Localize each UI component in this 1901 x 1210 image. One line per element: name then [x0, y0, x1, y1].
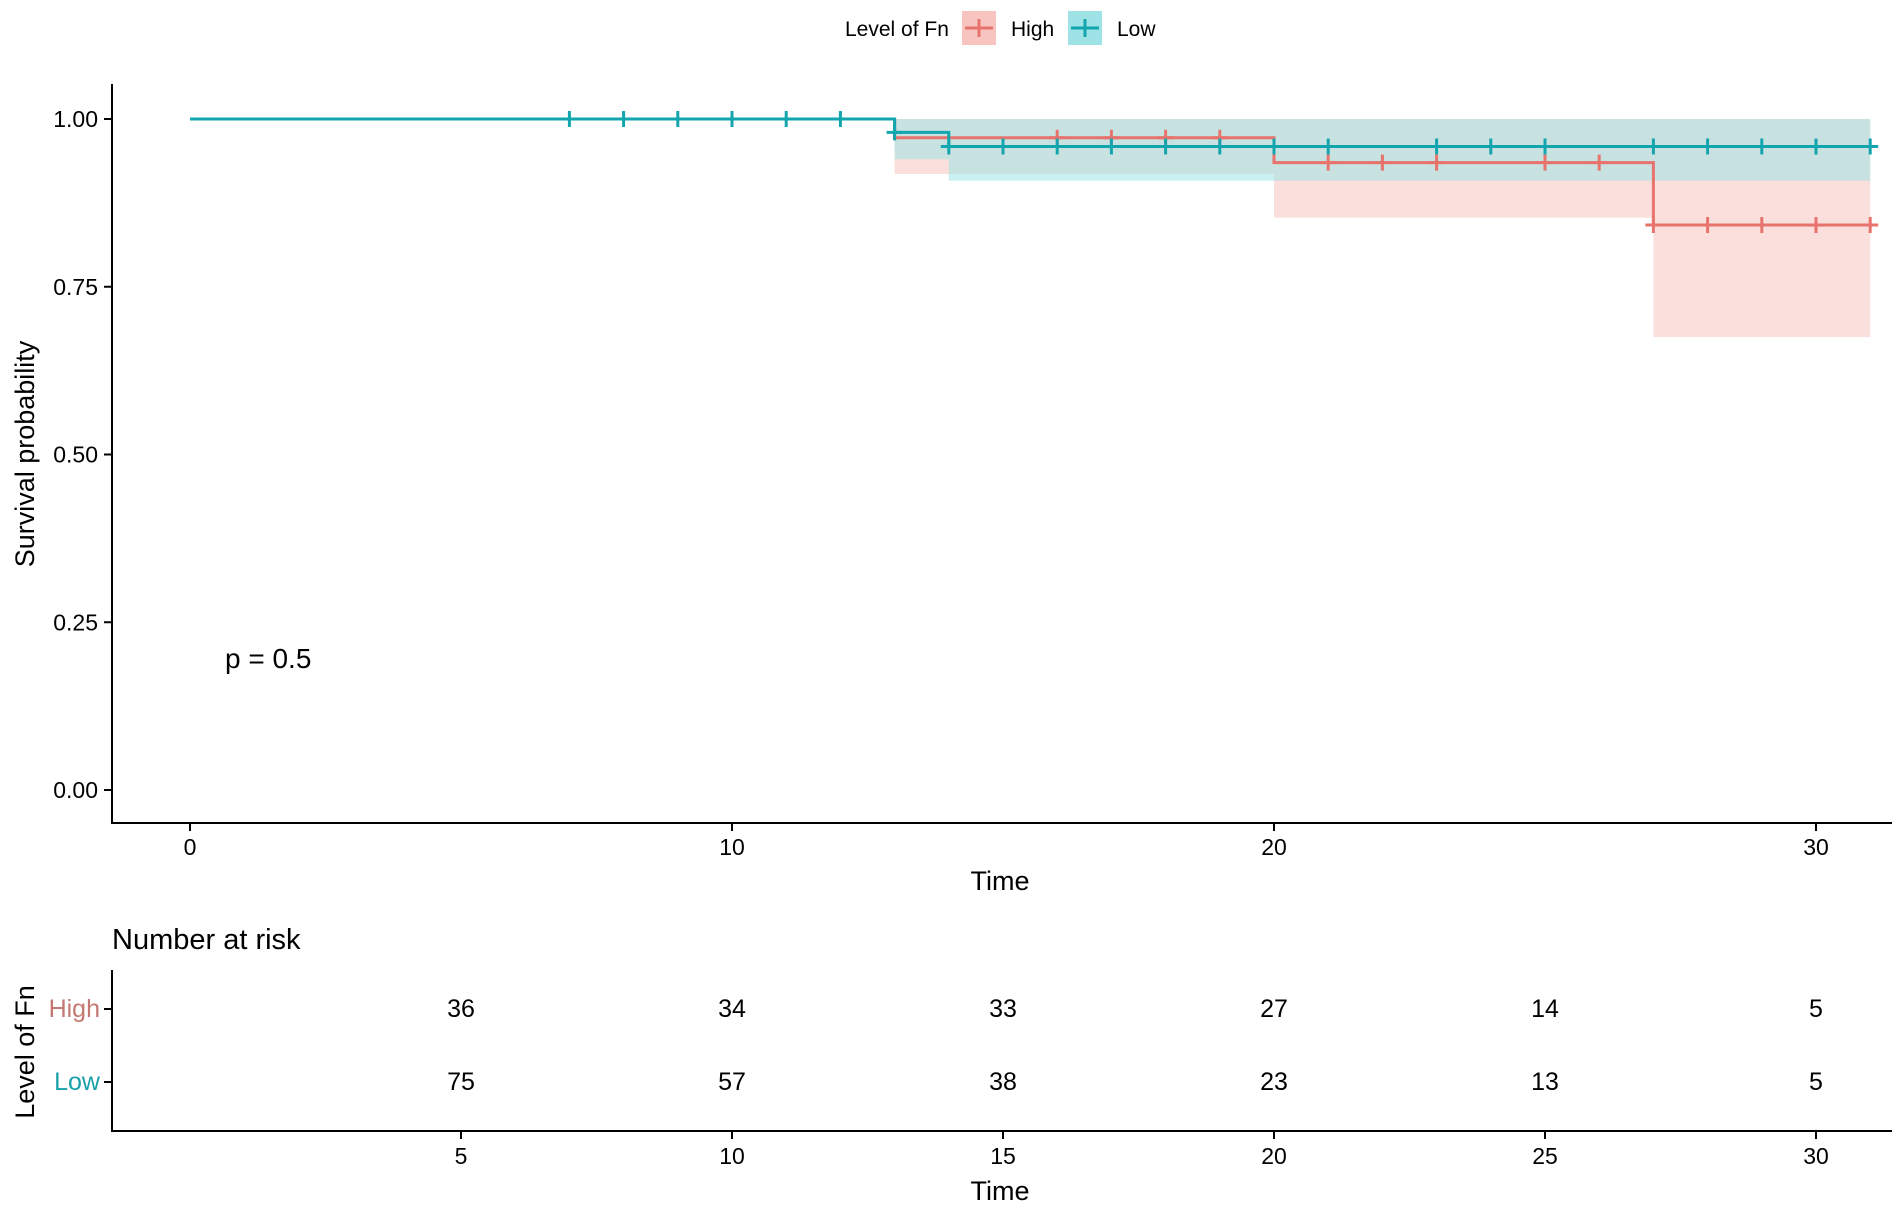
censor-mark-low [778, 111, 795, 127]
legend-label-low: Low [1117, 18, 1156, 41]
risk-count-high: 5 [1809, 995, 1823, 1023]
y-tick-label: 0.25 [53, 609, 98, 635]
x-axis-label: Time [971, 866, 1030, 896]
legend-title: Level of Fn [845, 18, 949, 41]
risk-x-axis-ticks: 5 10 15 20 25 30 [455, 1131, 1829, 1169]
survival-line-low [190, 117, 1871, 149]
censor-mark-low [1049, 138, 1066, 155]
censor-mark-low [1537, 138, 1553, 155]
risk-count-high: 33 [989, 995, 1017, 1023]
censor-mark-low [1699, 138, 1716, 155]
risk-row-high: High 36 34 33 27 14 5 [49, 995, 1823, 1023]
censor-mark-low [1428, 138, 1445, 155]
censor-mark-low [886, 124, 903, 141]
censor-mark-low [669, 111, 686, 127]
confidence-bands [894, 119, 1871, 338]
censor-mark-high [1591, 154, 1608, 171]
censor-mark-low [1482, 138, 1499, 155]
censor-mark-low [1753, 138, 1770, 155]
risk-count-low: 13 [1531, 1068, 1559, 1096]
legend-item-low: Low [1068, 11, 1156, 45]
censor-mark-low [1645, 138, 1662, 155]
censor-mark-high [1374, 154, 1391, 171]
legend-item-high: High [962, 11, 1054, 45]
censor-marks [561, 111, 1879, 234]
censor-mark-low [724, 111, 740, 127]
y-axis-ticks: 0.00 0.25 0.50 0.75 1.00 [53, 106, 112, 803]
survival-plot: 0.00 0.25 0.50 0.75 1.00 0 10 20 30 Survival pr… [10, 84, 1892, 896]
risk-count-high: 27 [1260, 995, 1288, 1023]
y-tick-label: 0.00 [53, 777, 98, 803]
x-tick-label: 20 [1261, 834, 1287, 860]
risk-count-low: 57 [718, 1068, 746, 1096]
risk-count-high: 36 [447, 995, 475, 1023]
x-tick-label: 0 [184, 834, 197, 860]
risk-count-high: 34 [718, 995, 746, 1023]
censor-mark-high [1537, 154, 1553, 171]
risk-x-tick-label: 25 [1532, 1143, 1558, 1169]
censor-mark-low [1157, 138, 1174, 155]
censor-mark-low [832, 111, 849, 127]
risk-count-low: 38 [989, 1068, 1017, 1096]
risk-row-label-high: High [49, 995, 100, 1023]
censor-mark-low [940, 138, 957, 155]
censor-mark-high [1808, 217, 1824, 234]
censor-mark-low [1103, 138, 1120, 155]
legend-label-high: High [1011, 18, 1054, 41]
p-value-annotation: p = 0.5 [225, 643, 311, 674]
risk-x-tick-label: 5 [455, 1143, 468, 1169]
risk-count-high: 14 [1531, 995, 1559, 1023]
x-tick-label: 10 [719, 834, 745, 860]
risk-x-tick-label: 20 [1261, 1143, 1287, 1169]
risk-x-tick-label: 15 [990, 1143, 1016, 1169]
x-tick-label: 30 [1803, 834, 1829, 860]
risk-count-low: 23 [1260, 1068, 1288, 1096]
x-axis-ticks: 0 10 20 30 [184, 823, 1829, 860]
censor-mark-high [1699, 217, 1716, 234]
legend: Level of Fn High Low [845, 11, 1156, 45]
y-axis-label: Survival probability [10, 340, 40, 567]
censor-mark-low [1862, 138, 1879, 155]
risk-x-tick-label: 10 [719, 1143, 745, 1169]
risk-count-low: 75 [447, 1068, 475, 1096]
risk-table-title: Number at risk [112, 924, 301, 956]
risk-y-axis-label: Level of Fn [10, 985, 40, 1119]
censor-mark-high [1320, 154, 1337, 171]
censor-mark-low [561, 111, 578, 127]
y-tick-label: 1.00 [53, 106, 98, 132]
censor-mark-low [1808, 138, 1824, 155]
ci-band-low-2 [948, 119, 1871, 181]
y-tick-label: 0.75 [53, 274, 98, 300]
risk-x-tick-label: 30 [1803, 1143, 1829, 1169]
risk-row-low: Low 75 57 38 23 13 5 [54, 1068, 1823, 1096]
censor-mark-high [1645, 217, 1662, 234]
risk-table: Number at risk High 36 34 33 27 14 5 Low 75 57 38 2… [10, 924, 1892, 1206]
censor-mark-low [995, 138, 1011, 155]
censor-mark-low [1211, 138, 1228, 155]
y-tick-label: 0.50 [53, 442, 98, 468]
risk-row-label-low: Low [54, 1068, 101, 1096]
censor-mark-low [1266, 138, 1282, 155]
censor-mark-high [1753, 217, 1770, 234]
censor-mark-low [615, 111, 632, 127]
censor-mark-high [1428, 154, 1445, 171]
censor-mark-high [1862, 217, 1879, 234]
risk-count-low: 5 [1809, 1068, 1823, 1096]
censor-mark-low [1320, 138, 1337, 155]
risk-x-axis-label: Time [971, 1176, 1030, 1206]
